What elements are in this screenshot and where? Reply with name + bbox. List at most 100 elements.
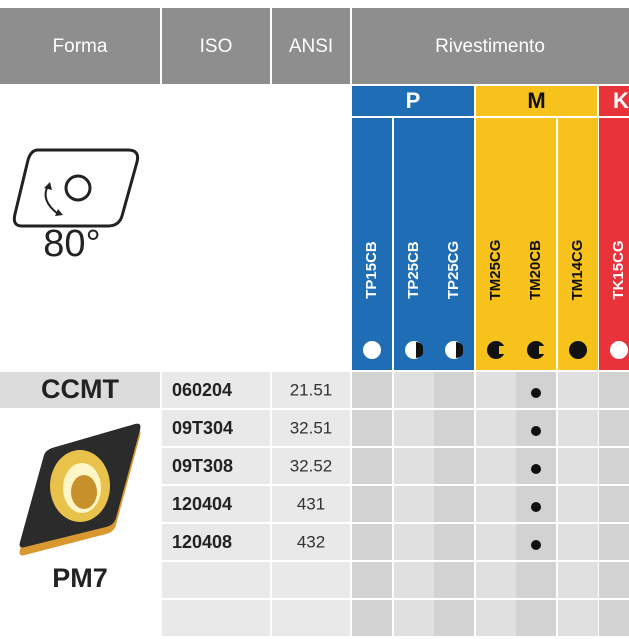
grade-cell	[352, 600, 392, 636]
grade-cell	[352, 524, 392, 560]
ansi-code: 32.52	[290, 456, 333, 475]
availability-dot	[531, 426, 541, 436]
grade-label: TP25CG	[445, 241, 462, 299]
iso-code: 09T304	[172, 418, 233, 438]
grade-cell	[352, 410, 392, 446]
grade-label: TM14CG	[569, 240, 586, 301]
grade-cell	[599, 600, 629, 636]
grade-icon	[610, 341, 628, 359]
grade-cell	[352, 448, 392, 484]
grade-cell	[476, 448, 516, 484]
ansi-cell	[272, 372, 350, 408]
grade-icon	[569, 341, 587, 359]
group-label: K	[613, 88, 629, 113]
grade-label: TP15CB	[363, 241, 380, 299]
insert-image	[19, 423, 141, 556]
grade-cell	[476, 524, 516, 560]
iso-cell	[162, 448, 270, 484]
grade-cell	[558, 600, 598, 636]
header-cell	[352, 8, 629, 84]
iso-code: 09T308	[172, 456, 233, 476]
grade-cell	[599, 448, 629, 484]
grade-cell	[352, 372, 392, 408]
grade-label: TM25CG	[487, 240, 504, 301]
iso-cell	[162, 372, 270, 408]
grade-label: TK15CG	[610, 240, 627, 299]
availability-dot	[531, 464, 541, 474]
grade-cell	[558, 524, 598, 560]
availability-dot	[531, 502, 541, 512]
grade-cell	[394, 372, 434, 408]
group-label: P	[406, 88, 421, 113]
iso-cell	[162, 562, 270, 598]
grade-cell	[558, 486, 598, 522]
grade-cell	[599, 562, 629, 598]
group-label: M	[527, 88, 545, 113]
grade-cell	[434, 486, 474, 522]
grade-icon	[487, 341, 505, 359]
grade-column	[599, 118, 629, 370]
grade-column	[394, 118, 434, 370]
grade-column	[516, 118, 556, 370]
ansi-code: 21.51	[290, 380, 333, 399]
grade-column	[476, 118, 516, 370]
grade-cell	[476, 372, 516, 408]
grade-cell	[516, 600, 556, 636]
grade-cell	[476, 600, 516, 636]
angle-label: 80°	[43, 223, 100, 265]
iso-code: 120404	[172, 494, 232, 514]
iso-code: 120408	[172, 532, 232, 552]
grade-cell	[394, 600, 434, 636]
ansi-cell	[272, 410, 350, 446]
grade-cell	[476, 410, 516, 446]
availability-dot	[531, 388, 541, 398]
grade-cell	[434, 600, 474, 636]
ansi-cell	[272, 562, 350, 598]
grade-icon-mark	[499, 346, 505, 354]
grade-cell	[558, 372, 598, 408]
grade-cell	[599, 524, 629, 560]
grade-icon	[527, 341, 545, 359]
grade-cell	[558, 562, 598, 598]
grade-cell	[434, 410, 474, 446]
ansi-cell	[272, 448, 350, 484]
header-cell	[0, 8, 160, 84]
shape-icon	[12, 148, 140, 228]
grade-cell	[394, 562, 434, 598]
iso-code: 060204	[172, 380, 232, 400]
grade-icon-mark	[539, 346, 545, 354]
grade-cell	[394, 448, 434, 484]
grade-column	[558, 118, 598, 370]
grade-cell	[599, 372, 629, 408]
grade-icon-mark	[456, 342, 463, 358]
grade-cell	[558, 410, 598, 446]
header-label: ANSI	[289, 36, 333, 57]
ansi-code: 431	[297, 494, 325, 513]
grade-cell	[516, 562, 556, 598]
iso-cell	[162, 600, 270, 636]
grade-cell	[558, 448, 598, 484]
shape-cell	[0, 372, 160, 408]
grade-cell	[476, 562, 516, 598]
grade-cell	[434, 372, 474, 408]
ansi-cell	[272, 600, 350, 636]
grade-cell	[434, 524, 474, 560]
group-header	[352, 86, 474, 116]
grade-cell	[599, 410, 629, 446]
group-header	[476, 86, 597, 116]
grade-cell	[394, 524, 434, 560]
grade-icon	[363, 341, 381, 359]
grade-label: TP25CB	[405, 241, 422, 299]
grade-cell	[599, 486, 629, 522]
grade-cell	[434, 448, 474, 484]
header-label: Forma	[53, 36, 108, 57]
header-cell	[272, 8, 350, 84]
ansi-cell	[272, 486, 350, 522]
iso-cell	[162, 410, 270, 446]
grade-column	[434, 118, 474, 370]
shape-label: CCMT	[41, 374, 119, 404]
grade-cell	[476, 486, 516, 522]
chipbreaker-label: PM7	[52, 563, 108, 593]
grade-cell	[352, 562, 392, 598]
